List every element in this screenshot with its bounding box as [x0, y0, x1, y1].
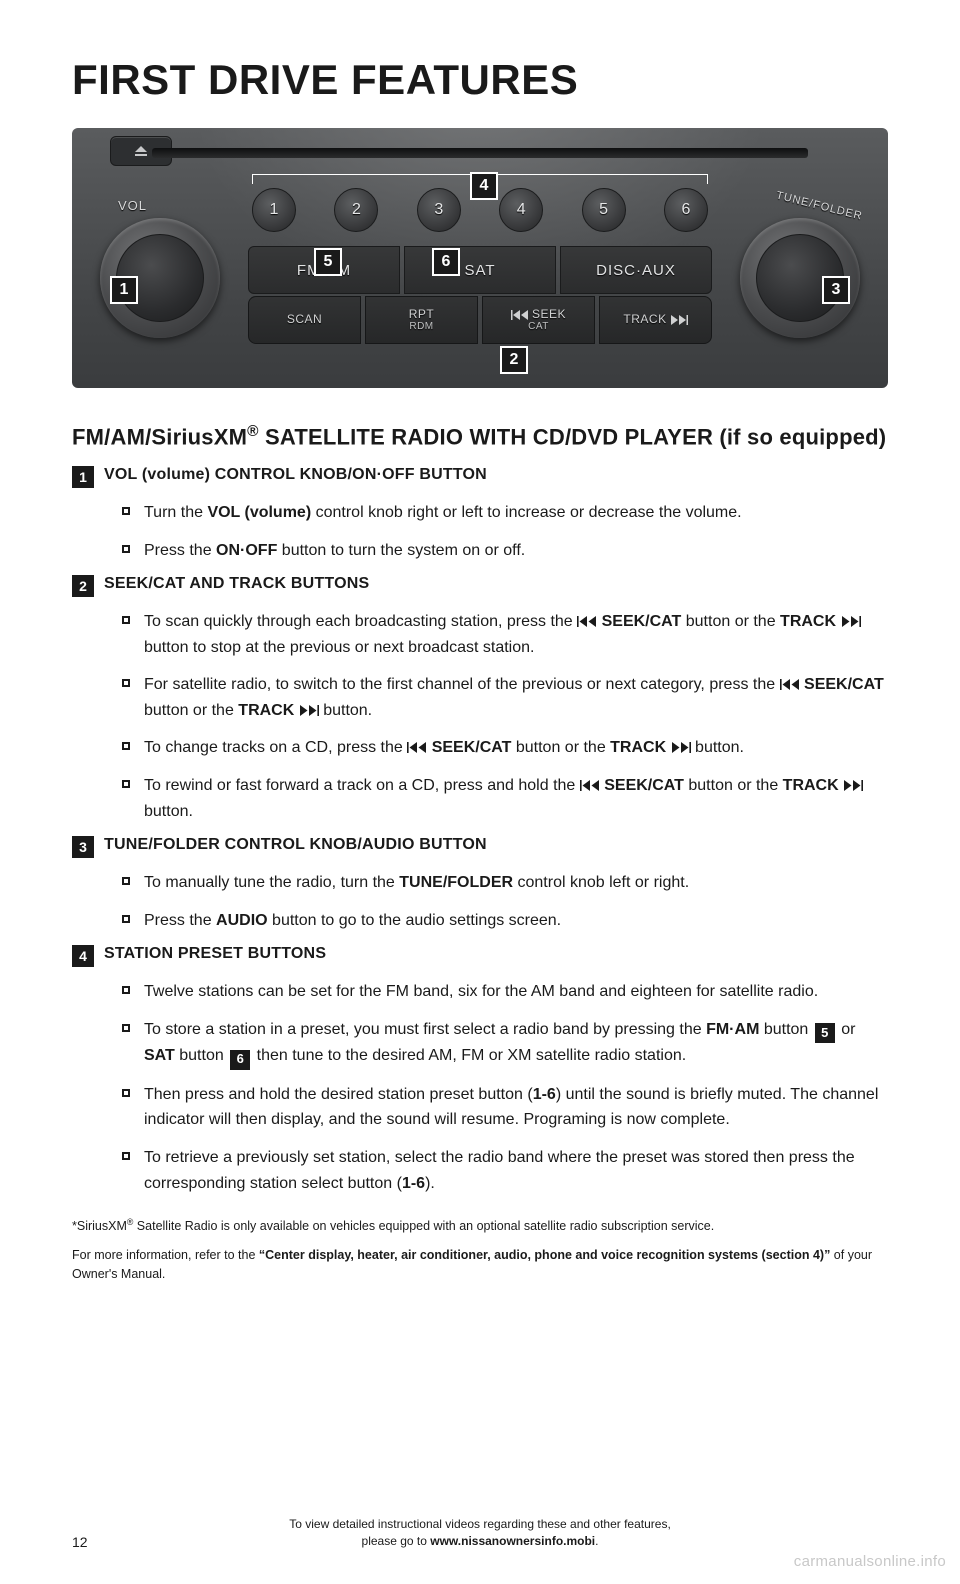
inline-num-5: 5	[815, 1023, 835, 1043]
footnote-1: For more information, refer to the “Cent…	[72, 1246, 888, 1284]
inline-num-6: 6	[230, 1050, 250, 1070]
preset-btn-1: 1	[252, 188, 296, 232]
item-1: 1 VOL (volume) CONTROL KNOB/ON·OFF BUTTON	[72, 466, 888, 488]
section-title: FM/AM/SiriusXM® SATELLITE RADIO WITH CD/…	[72, 422, 888, 452]
preset-btn-5: 5	[582, 188, 626, 232]
preset-btn-6: 6	[664, 188, 708, 232]
item-num: 3	[72, 836, 94, 858]
item-heading: VOL (volume) CONTROL KNOB/ON·OFF BUTTON	[104, 466, 487, 484]
bullet-icon	[122, 877, 130, 885]
item-bullets-3: To manually tune the radio, turn the TUN…	[122, 870, 888, 933]
bullet: Then press and hold the desired station …	[122, 1082, 888, 1133]
bullet-icon	[122, 915, 130, 923]
item-bullets-1: Turn the VOL (volume) control knob right…	[122, 500, 888, 563]
item-num: 1	[72, 466, 94, 488]
page-title: FIRST DRIVE FEATURES	[72, 56, 888, 104]
callout-6: 6	[432, 248, 460, 276]
bullet: To rewind or fast forward a track on a C…	[122, 773, 888, 824]
item-bullets-2: To scan quickly through each broadcastin…	[122, 609, 888, 824]
bullet-icon	[122, 986, 130, 994]
bullet-icon	[122, 780, 130, 788]
bullet-icon	[122, 1089, 130, 1097]
bullet: Turn the VOL (volume) control knob right…	[122, 500, 888, 526]
bullet: To manually tune the radio, turn the TUN…	[122, 870, 888, 896]
callout-3: 3	[822, 276, 850, 304]
cd-slot	[152, 148, 808, 158]
bullet-icon	[122, 507, 130, 515]
bullet: To scan quickly through each broadcastin…	[122, 609, 888, 660]
callout-4: 4	[470, 172, 498, 200]
preset-btn-2: 2	[334, 188, 378, 232]
bullet: To change tracks on a CD, press the SEEK…	[122, 735, 888, 761]
item-2: 2 SEEK/CAT AND TRACK BUTTONS	[72, 575, 888, 597]
item-3: 3 TUNE/FOLDER CONTROL KNOB/AUDIO BUTTON	[72, 836, 888, 858]
bullet: To retrieve a previously set station, se…	[122, 1145, 888, 1196]
ctrl-btn-3: TRACK	[599, 296, 712, 344]
item-heading: SEEK/CAT AND TRACK BUTTONS	[104, 575, 369, 593]
bullet-icon	[122, 1152, 130, 1160]
bullet-icon	[122, 742, 130, 750]
ctrl-row: SCANRPTRDMSEEKCATTRACK	[248, 296, 712, 344]
bullet: Press the ON·OFF button to turn the syst…	[122, 538, 888, 564]
callout-5: 5	[314, 248, 342, 276]
radio-figure: VOL TUNE/FOLDER 123456 FM·AMSATDISC·AUX …	[72, 128, 888, 388]
bullet: To store a station in a preset, you must…	[122, 1017, 888, 1070]
callout-2: 2	[500, 346, 528, 374]
preset-btn-3: 3	[417, 188, 461, 232]
ctrl-btn-2: SEEKCAT	[482, 296, 595, 344]
item-heading: TUNE/FOLDER CONTROL KNOB/AUDIO BUTTON	[104, 836, 487, 854]
callout-1: 1	[110, 276, 138, 304]
bullet-icon	[122, 679, 130, 687]
mode-btn-1: SAT	[404, 246, 556, 294]
preset-btn-4: 4	[499, 188, 543, 232]
item-num: 2	[72, 575, 94, 597]
bullet-icon	[122, 616, 130, 624]
footnote-0: *SiriusXM® Satellite Radio is only avail…	[72, 1216, 888, 1236]
bullet-icon	[122, 545, 130, 553]
bullet: Twelve stations can be set for the FM ba…	[122, 979, 888, 1005]
item-num: 4	[72, 945, 94, 967]
bullet-icon	[122, 1024, 130, 1032]
tune-label: TUNE/FOLDER	[775, 189, 864, 222]
ctrl-btn-1: RPTRDM	[365, 296, 478, 344]
mode-btn-2: DISC·AUX	[560, 246, 712, 294]
watermark: carmanualsonline.info	[794, 1553, 946, 1570]
vol-label: VOL	[118, 198, 147, 213]
item-4: 4 STATION PRESET BUTTONS	[72, 945, 888, 967]
page-footer: To view detailed instructional videos re…	[72, 1516, 888, 1550]
item-heading: STATION PRESET BUTTONS	[104, 945, 326, 963]
bullet: For satellite radio, to switch to the fi…	[122, 672, 888, 723]
bullet: Press the AUDIO button to go to the audi…	[122, 908, 888, 934]
item-bullets-4: Twelve stations can be set for the FM ba…	[122, 979, 888, 1196]
ctrl-btn-0: SCAN	[248, 296, 361, 344]
